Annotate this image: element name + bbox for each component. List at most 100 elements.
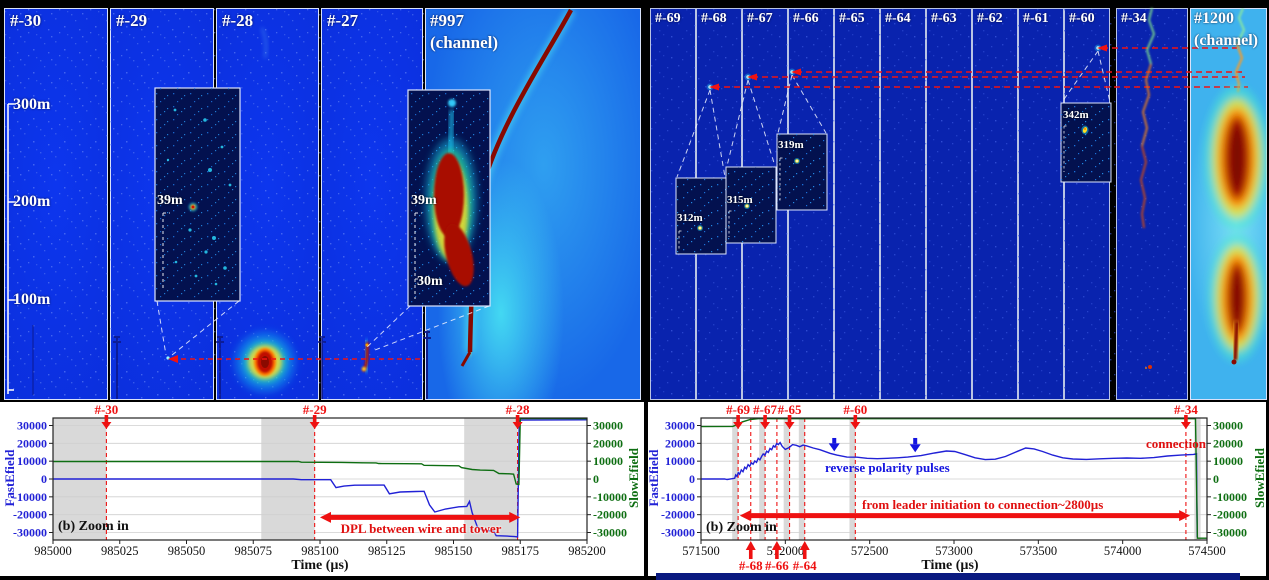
ruler-label-300m: 300m	[13, 96, 51, 113]
y-tick-label-left: -10000	[13, 490, 47, 504]
y-tick-label-right: 20000	[1213, 436, 1243, 450]
y-tick-label-right: -30000	[1213, 526, 1247, 540]
y-tick-label-right: -10000	[1213, 490, 1247, 504]
fastefield-curve	[53, 419, 588, 538]
slow-efield-axis-title-right: SlowEfield	[1252, 448, 1267, 508]
y-tick-label-left: -20000	[661, 508, 695, 522]
bottom-border-strip	[656, 573, 1240, 580]
y-tick-label-right: 0	[1213, 472, 1219, 486]
frame-marker-label: #-28	[506, 402, 530, 417]
ruler-label-200m: 200m	[13, 193, 51, 210]
y-tick-label-left: 20000	[665, 436, 695, 450]
frame-label--69: #-69	[655, 11, 681, 26]
reverse-polarity-label: reverse polarity pulses	[825, 460, 950, 475]
fast-slow-efield-plot-right: 30000 30000 20000 20000 10000 10000 0 0 -10000 -1…	[661, 402, 1247, 573]
y-tick-label-left: -30000	[13, 526, 47, 540]
panel-artwork	[4, 7, 1267, 400]
dpl-span-label: DPL between wire and tower	[340, 521, 502, 536]
inset-315m-label: 315m	[727, 194, 753, 206]
time-axis-title-right: Time (µs)	[921, 558, 979, 573]
x-tick-label: 574500	[1188, 544, 1226, 558]
inset--27-bottom-label: 30m	[417, 274, 443, 289]
zoom-in-label-right: (b) Zoom in	[706, 520, 777, 535]
frame-label--63: #-63	[931, 11, 957, 26]
x-tick-label: 573500	[1020, 544, 1058, 558]
frame-label-997-channel: (channel)	[430, 33, 498, 52]
y-tick-label-left: 20000	[17, 436, 47, 450]
fast-efield-axis-title-right: FastEfield	[646, 449, 661, 507]
y-tick-label-right: -20000	[1213, 508, 1247, 522]
frame-marker-label: #-67	[753, 402, 777, 417]
magnifier-pointer-lines-right	[676, 50, 1111, 178]
inset--27	[407, 89, 491, 307]
frame-label-997: #997	[430, 11, 464, 30]
frame--28-blob	[235, 27, 295, 392]
zoom-in-label-left: (b) Zoom in	[58, 519, 129, 534]
fast-efield-axis-title-left: FastEfield	[2, 449, 17, 507]
span-arrow	[320, 511, 521, 523]
y-tick-label-left: -20000	[13, 508, 47, 522]
inset-319m-label: 319m	[778, 139, 804, 151]
leader-span-label: from leader initiation to connection~280…	[862, 497, 1104, 512]
x-tick-label: 985000	[34, 544, 72, 558]
frame-marker-label: #-68	[739, 558, 763, 573]
frame--34-wire-point-glow	[1145, 367, 1147, 369]
axis-ticks: 30000 30000 20000 20000 10000 10000 0 0 -10000 -1…	[13, 418, 627, 558]
frame-label--61: #-61	[1023, 11, 1049, 26]
frame-label--66: #-66	[793, 11, 819, 26]
frame-label--27: #-27	[327, 11, 359, 30]
insets-right	[675, 102, 1112, 255]
gridlines	[53, 425, 587, 533]
frame-label--64: #-64	[885, 11, 911, 26]
inset-312m-label: 312m	[677, 212, 703, 224]
x-tick-label: 985125	[368, 544, 406, 558]
magnifier-pointer-lines-left	[156, 300, 490, 356]
y-tick-label-right: 30000	[1213, 418, 1243, 432]
y-tick-label-left: -30000	[661, 526, 695, 540]
frame-marker-label: #-65	[778, 402, 802, 417]
x-tick-label: 985150	[435, 544, 473, 558]
x-tick-label: 985050	[168, 544, 206, 558]
y-tick-label-left: 30000	[665, 418, 695, 432]
ruler-label-100m: 100m	[13, 291, 51, 308]
frame-label-1200-channel: (channel)	[1194, 32, 1258, 49]
frame-label--67: #-67	[747, 11, 773, 26]
frame-label--30: #-30	[10, 11, 42, 30]
y-tick-label-left: 0	[41, 472, 47, 486]
axis-ticks: 30000 30000 20000 20000 10000 10000 0 0 -10000 -1…	[661, 418, 1247, 558]
x-tick-label: 572500	[851, 544, 889, 558]
tower-silhouettes	[32, 325, 431, 399]
y-tick-label-right: 0	[593, 472, 599, 486]
x-tick-label: 571500	[682, 544, 720, 558]
span-arrow	[739, 510, 1191, 522]
frame--34-wire-point	[1148, 365, 1152, 369]
y-tick-label-right: -10000	[593, 490, 627, 504]
frame-marker-arrows: #-69 #-68 #-67 #-66 #-65 #-64 #-60 #-34	[726, 402, 1198, 573]
reverse-pulse-arrow	[828, 437, 840, 452]
y-tick-label-left: 30000	[17, 418, 47, 432]
frame-label--34: #-34	[1121, 11, 1147, 26]
y-tick-label-right: -30000	[593, 526, 627, 540]
inset--27-top-label: 39m	[411, 193, 437, 208]
slowefield-curve	[53, 417, 588, 486]
frame-label--62: #-62	[977, 11, 1003, 26]
height-ruler	[7, 103, 16, 394]
frame--34-channel-trace	[1140, 7, 1155, 229]
plot-left-background	[0, 402, 644, 576]
y-tick-label-right: -20000	[593, 508, 627, 522]
connection-label: connection	[1146, 436, 1206, 451]
y-tick-label-left: -10000	[661, 490, 695, 504]
time-axis-title-left: Time (µs)	[291, 558, 349, 573]
frame-label--60: #-60	[1069, 11, 1095, 26]
frame-label--68: #-68	[701, 11, 727, 26]
frame--27-leader-tip	[361, 339, 371, 373]
inset-342m-label: 342m	[1063, 109, 1089, 121]
frame-label--28: #-28	[222, 11, 254, 30]
y-tick-label-right: 30000	[593, 418, 623, 432]
frame-1200-flash	[1204, 8, 1267, 365]
y-tick-label-right: 10000	[593, 454, 623, 468]
frame-marker-label: #-30	[94, 402, 118, 417]
time-link-arrows-right	[709, 44, 1248, 91]
y-tick-label-right: 10000	[1213, 454, 1243, 468]
frame-label--29: #-29	[116, 11, 148, 30]
